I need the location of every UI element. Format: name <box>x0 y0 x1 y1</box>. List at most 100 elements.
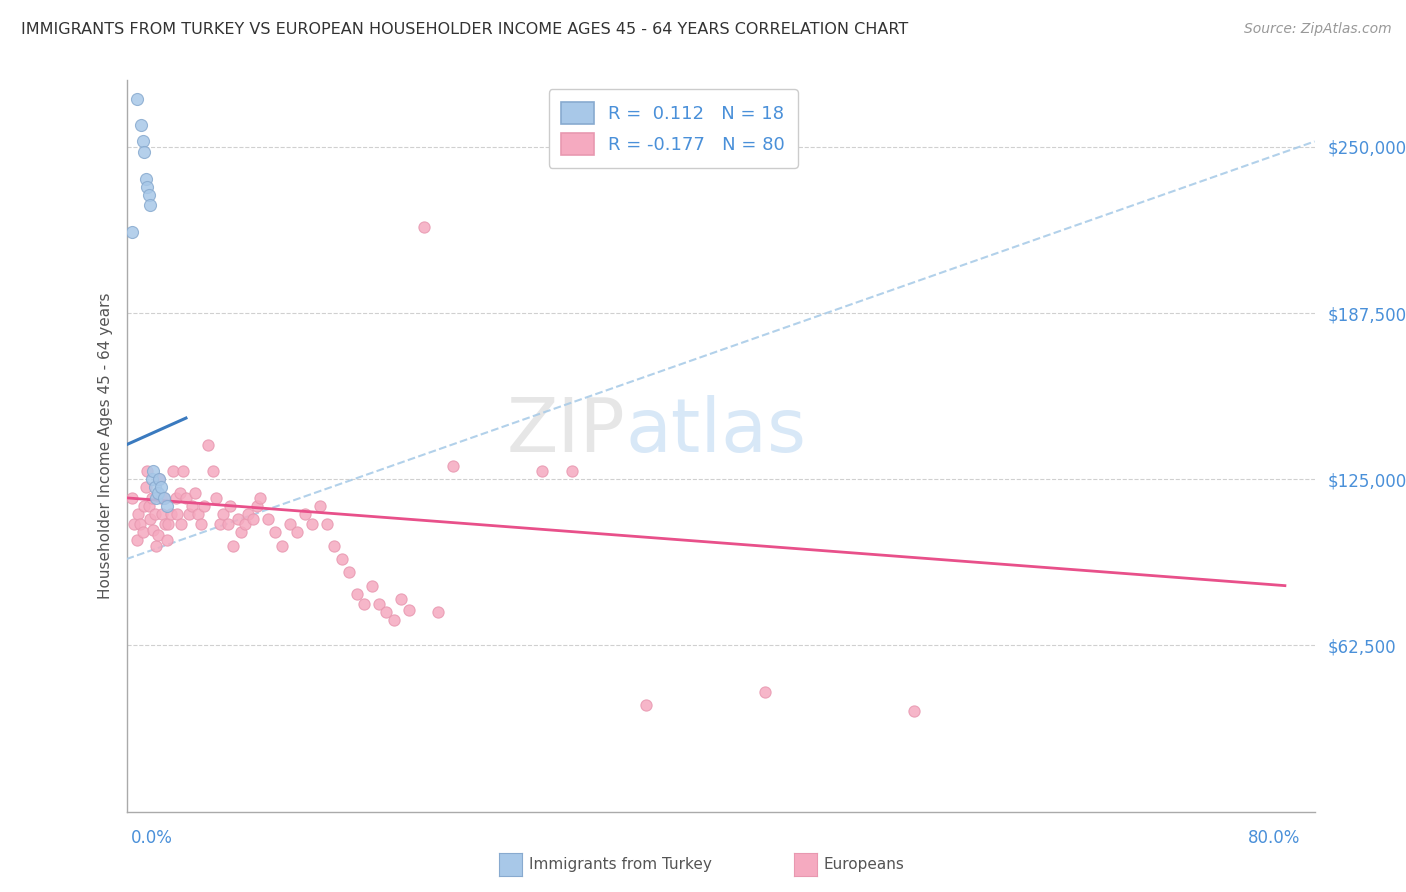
Text: Europeans: Europeans <box>824 857 905 871</box>
Text: IMMIGRANTS FROM TURKEY VS EUROPEAN HOUSEHOLDER INCOME AGES 45 - 64 YEARS CORRELA: IMMIGRANTS FROM TURKEY VS EUROPEAN HOUSE… <box>21 22 908 37</box>
Point <box>264 525 287 540</box>
Point <box>375 605 398 619</box>
Point <box>382 613 405 627</box>
Text: 80.0%: 80.0% <box>1249 829 1301 847</box>
Point <box>160 507 183 521</box>
Point <box>141 491 163 505</box>
Point <box>134 145 156 160</box>
Point <box>197 438 219 452</box>
Point <box>136 179 159 194</box>
Text: ZIP: ZIP <box>506 395 626 468</box>
Point <box>353 597 375 611</box>
Point <box>131 119 153 133</box>
Point <box>212 507 235 521</box>
Point <box>156 499 179 513</box>
Point <box>346 586 368 600</box>
Point <box>157 517 180 532</box>
Point <box>233 517 256 532</box>
Point <box>301 517 323 532</box>
Point <box>125 92 148 106</box>
Point <box>246 499 269 513</box>
Point <box>531 464 554 478</box>
Point <box>146 485 169 500</box>
Point <box>143 480 166 494</box>
Point <box>145 491 167 505</box>
Point <box>132 525 155 540</box>
Point <box>139 512 162 526</box>
Point <box>143 507 166 521</box>
Point <box>368 597 391 611</box>
Point <box>138 187 160 202</box>
Point <box>122 517 145 532</box>
Point <box>125 533 148 548</box>
Point <box>169 485 191 500</box>
Point <box>152 491 174 505</box>
Point <box>134 499 156 513</box>
Point <box>398 602 420 616</box>
Point <box>146 528 169 542</box>
Point <box>152 491 174 505</box>
Point <box>145 539 167 553</box>
Point <box>153 517 176 532</box>
Point <box>193 499 215 513</box>
Point <box>136 464 159 478</box>
Point <box>184 485 207 500</box>
Point <box>180 499 202 513</box>
Point <box>330 552 353 566</box>
Point <box>190 517 212 532</box>
Point <box>249 491 271 505</box>
Point <box>323 539 346 553</box>
Point <box>201 464 224 478</box>
Point <box>903 704 925 718</box>
Point <box>256 512 278 526</box>
Point <box>148 472 170 486</box>
Point <box>561 464 583 478</box>
Point <box>242 512 264 526</box>
Point <box>271 539 294 553</box>
Point <box>149 480 172 494</box>
Point <box>127 507 149 521</box>
Point <box>316 517 339 532</box>
Point <box>166 507 188 521</box>
Point <box>150 507 173 521</box>
Point <box>174 491 197 505</box>
Point <box>162 464 184 478</box>
Point <box>204 491 226 505</box>
Point <box>139 198 162 212</box>
Point <box>142 523 165 537</box>
Point <box>278 517 301 532</box>
Point <box>141 472 163 486</box>
Text: atlas: atlas <box>626 395 807 468</box>
Point <box>636 698 658 713</box>
Point <box>285 525 308 540</box>
Point <box>308 499 330 513</box>
Text: Source: ZipAtlas.com: Source: ZipAtlas.com <box>1244 22 1392 37</box>
Point <box>294 507 316 521</box>
Legend: R =  0.112   N = 18, R = -0.177   N = 80: R = 0.112 N = 18, R = -0.177 N = 80 <box>548 89 797 168</box>
Point <box>226 512 249 526</box>
Point <box>170 517 193 532</box>
Point <box>121 225 143 239</box>
Point <box>217 517 239 532</box>
Point <box>142 464 165 478</box>
Point <box>389 591 412 606</box>
Point <box>360 579 382 593</box>
Point <box>129 517 152 532</box>
Point <box>412 219 434 234</box>
Point <box>337 566 360 580</box>
Point <box>238 507 260 521</box>
Point <box>138 499 160 513</box>
Point <box>177 507 200 521</box>
Point <box>219 499 242 513</box>
Point <box>187 507 209 521</box>
Point <box>754 685 776 699</box>
Point <box>149 491 172 505</box>
Point <box>229 525 252 540</box>
Point <box>222 539 245 553</box>
Point <box>121 491 143 505</box>
Point <box>209 517 232 532</box>
Point <box>165 491 187 505</box>
Point <box>135 480 157 494</box>
Text: 0.0%: 0.0% <box>131 829 173 847</box>
Point <box>427 605 450 619</box>
